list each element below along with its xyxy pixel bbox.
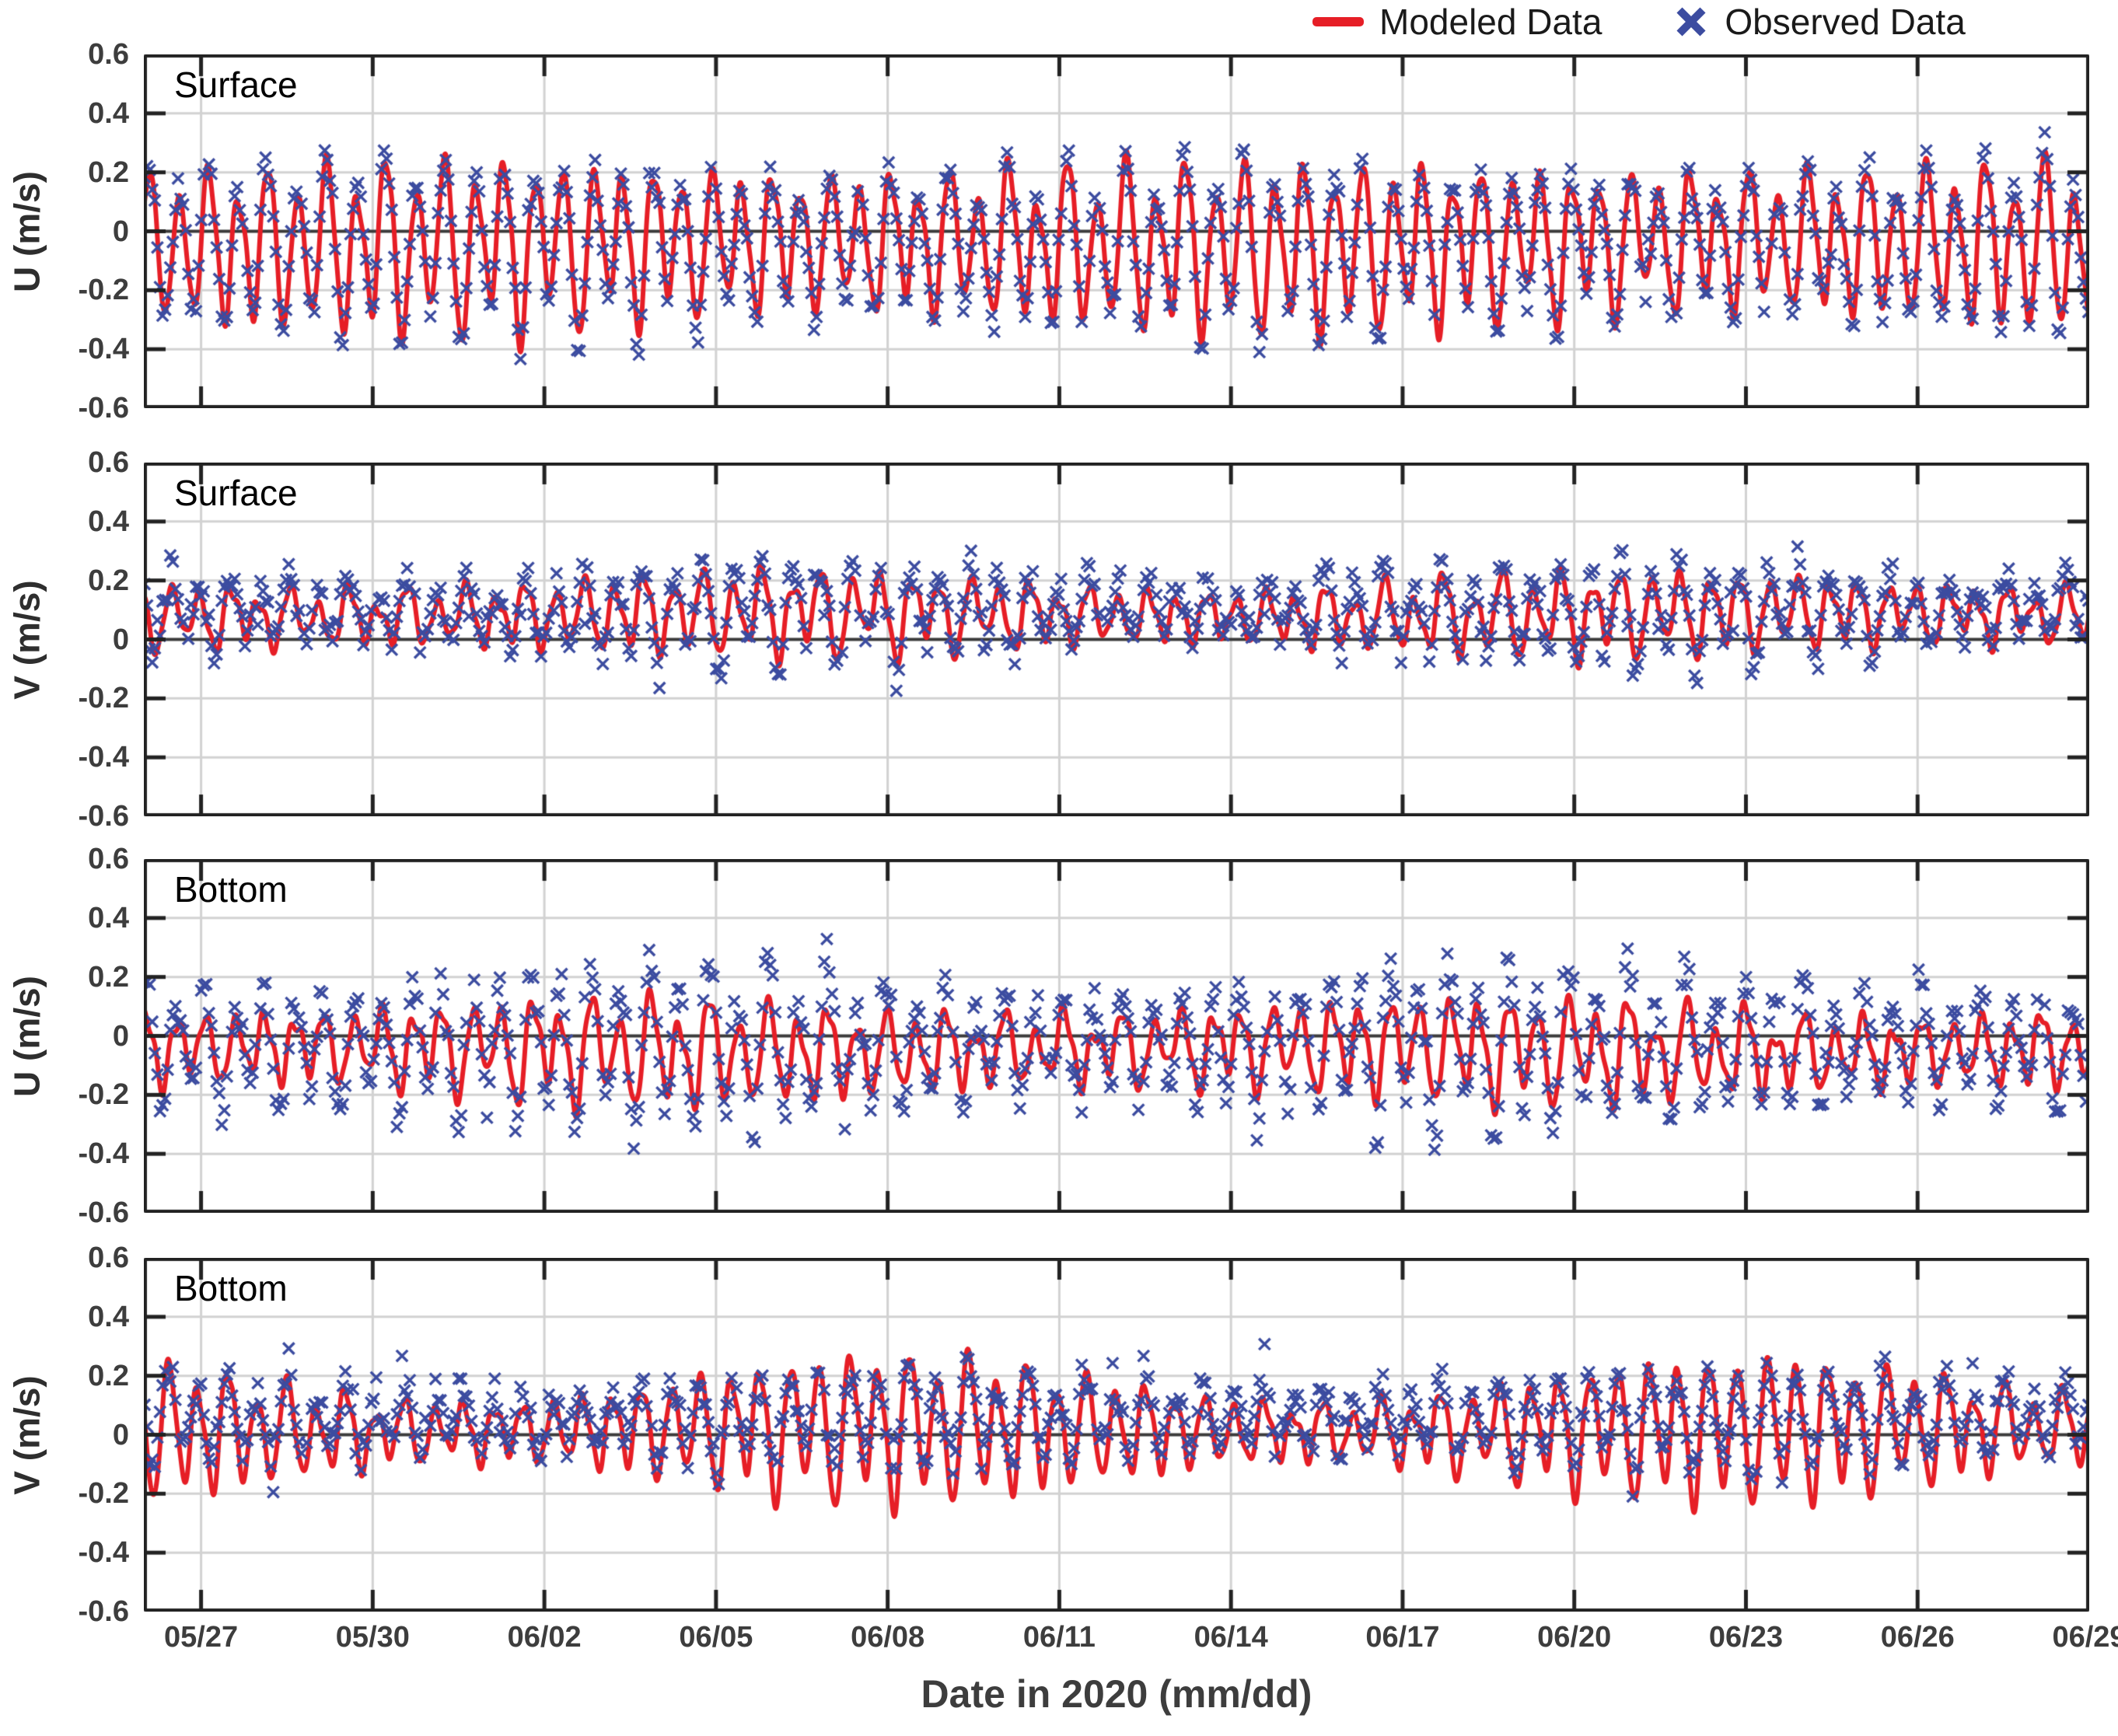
panel-bottom-u: U (m/s) 0.6 0.4 0.2 0 -0.2 -0.4 -0.6 Bottom [0, 843, 2118, 1229]
y-tick-labels: 0.6 0.4 0.2 0 -0.2 -0.4 -0.6 [0, 843, 129, 1229]
x-tick-label: 06/08 [851, 1621, 925, 1654]
y-tick-label: -0.4 [78, 741, 129, 774]
panel-depth-label: Bottom [174, 869, 288, 910]
panel-depth-label: Surface [174, 65, 298, 105]
legend-observed-label: Observed Data [1725, 2, 1966, 42]
y-tick-label: -0.6 [78, 1595, 129, 1628]
panel-depth-label: Surface [174, 473, 298, 513]
y-tick-label: -0.4 [78, 1536, 129, 1570]
x-tick-label: 06/05 [679, 1621, 753, 1654]
observed-x-icon [1676, 7, 1706, 37]
y-tick-label: 0.6 [88, 843, 129, 875]
y-tick-label: -0.2 [78, 1477, 129, 1511]
plot-area-surface-v [144, 463, 2089, 816]
legend: Modeled Data Observed Data [1312, 0, 1966, 44]
plot-area-bottom-u [144, 859, 2089, 1213]
x-tick-label: 06/26 [1880, 1621, 1955, 1654]
y-tick-label: 0 [112, 1019, 129, 1053]
legend-modeled-label: Modeled Data [1379, 2, 1602, 42]
y-tick-labels: 0.6 0.4 0.2 0 -0.2 -0.4 -0.6 [0, 38, 129, 424]
x-tick-label: 06/20 [1537, 1621, 1612, 1654]
y-tick-label: -0.6 [78, 800, 129, 833]
y-tick-label: 0.2 [88, 960, 129, 994]
plot-area-bottom-v [144, 1258, 2089, 1612]
y-tick-label: 0 [112, 1418, 129, 1451]
y-tick-label: -0.6 [78, 392, 129, 424]
x-tick-label: 06/11 [1022, 1621, 1096, 1654]
y-tick-label: 0.2 [88, 155, 129, 189]
x-tick-label: 06/02 [507, 1621, 582, 1654]
panel-depth-label: Bottom [174, 1268, 288, 1308]
x-tick-label: 06/17 [1365, 1621, 1440, 1654]
modeled-line-swatch [1312, 17, 1364, 26]
y-tick-labels: 0.6 0.4 0.2 0 -0.2 -0.4 -0.6 [0, 446, 129, 833]
panel-bottom-v: V (m/s) 0.6 0.4 0.2 0 -0.2 -0.4 -0.6 Bottom [0, 1242, 2118, 1628]
plot-area-surface-u [144, 54, 2089, 408]
x-tick-label: 06/23 [1708, 1621, 1784, 1654]
x-tick-labels: 05/27 05/30 06/02 06/05 06/08 06/11 06/14 06/17… [0, 1621, 2118, 1660]
y-tick-label: 0.4 [88, 96, 129, 130]
y-tick-label: -0.2 [78, 274, 129, 307]
y-tick-label: -0.2 [78, 1078, 129, 1112]
y-tick-label: -0.6 [78, 1196, 129, 1229]
y-tick-label: 0 [112, 215, 129, 248]
y-tick-label: 0.2 [88, 564, 129, 597]
panel-surface-v: V (m/s) 0.6 0.4 0.2 0 -0.2 -0.4 -0.6 Surface [0, 446, 2118, 833]
y-tick-label: 0.6 [88, 446, 129, 479]
y-tick-label: 0.6 [88, 1242, 129, 1274]
y-tick-label: 0.4 [88, 901, 129, 934]
x-tick-label: 06/14 [1194, 1621, 1268, 1654]
y-tick-label: 0.4 [88, 505, 129, 538]
y-tick-label: -0.4 [78, 333, 129, 366]
y-tick-label: -0.4 [78, 1137, 129, 1171]
x-tick-label: 05/27 [164, 1621, 239, 1654]
y-tick-labels: 0.6 0.4 0.2 0 -0.2 -0.4 -0.6 [0, 1242, 129, 1628]
y-tick-label: 0.4 [88, 1300, 129, 1333]
y-tick-label: 0.2 [88, 1359, 129, 1392]
x-axis-label: Date in 2020 (mm/dd) [921, 1672, 1312, 1716]
panel-surface-u: U (m/s) 0.6 0.4 0.2 0 -0.2 -0.4 -0.6 Surface [0, 38, 2118, 424]
y-tick-label: 0 [112, 623, 129, 656]
legend-spacer [1617, 22, 1658, 23]
y-tick-label: -0.2 [78, 682, 129, 715]
x-tick-label: 06/29 [2052, 1621, 2118, 1654]
x-tick-label: 05/30 [335, 1621, 410, 1654]
y-tick-label: 0.6 [88, 38, 129, 71]
